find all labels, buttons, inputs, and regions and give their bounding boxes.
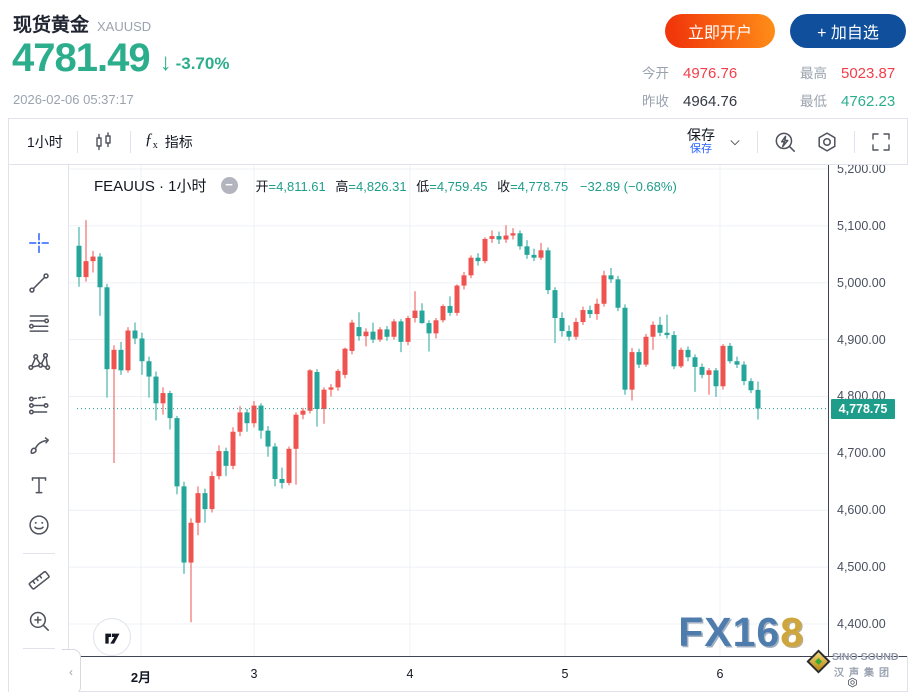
trend-line-tool[interactable] bbox=[25, 269, 53, 297]
toolbar-separator bbox=[854, 130, 855, 153]
brush-tool[interactable] bbox=[25, 431, 53, 459]
price-tick: 4,600.00 bbox=[837, 503, 886, 518]
stat-open: 今开 4976.76 bbox=[642, 65, 738, 82]
time-tick: 2月 bbox=[130, 670, 152, 685]
candlestick-icon bbox=[96, 131, 111, 150]
price-tick: 4,700.00 bbox=[837, 446, 886, 461]
tradingview-logo-icon bbox=[105, 633, 120, 644]
current-price: 4781.49 bbox=[12, 36, 151, 80]
text-icon bbox=[31, 477, 47, 494]
zoom-in-tool[interactable] bbox=[25, 607, 53, 635]
toolbar-separator bbox=[129, 130, 131, 153]
crosshair-tool[interactable] bbox=[25, 229, 53, 257]
legend-symbol: FEAUUS · 1小时 bbox=[94, 178, 207, 195]
toolbar-separator bbox=[757, 130, 758, 153]
brush-icon bbox=[30, 437, 49, 454]
chevron-down-icon bbox=[730, 139, 740, 145]
hide-series-button[interactable]: − bbox=[220, 177, 238, 194]
price-row: 4781.49 ↓ -3.70% bbox=[12, 36, 229, 81]
price-axis[interactable]: 5,200.00 5,100.00 5,000.00 4,900.00 4,800.00… bbox=[828, 165, 908, 656]
time-tick: 4 bbox=[406, 667, 414, 681]
zoom-in-icon bbox=[29, 611, 49, 631]
indicators-button[interactable]: ƒx 指标 bbox=[145, 131, 193, 151]
instrument-title: 现货黄金 XAUUSD bbox=[13, 10, 151, 37]
emoji-tool[interactable] bbox=[25, 511, 53, 539]
time-tick: 6 bbox=[716, 667, 724, 681]
trend-line-icon bbox=[29, 273, 49, 293]
indicators-label: 指标 bbox=[164, 133, 193, 150]
price-tick: 4,400.00 bbox=[837, 616, 886, 631]
add-watchlist-button[interactable]: + 加自选 bbox=[790, 14, 906, 48]
collapse-toolbar-tab[interactable]: ‹ bbox=[62, 649, 81, 692]
ruler-icon bbox=[28, 570, 50, 590]
ruler-tool[interactable] bbox=[25, 565, 53, 593]
sino-gear-icon bbox=[846, 676, 859, 692]
price-tick: 4,500.00 bbox=[837, 560, 886, 575]
fx168-watermark: FX168 bbox=[678, 609, 804, 655]
quote-timestamp: 2026-02-06 05:37:17 bbox=[13, 92, 134, 107]
time-axis[interactable]: 2月 3 4 5 6 bbox=[9, 656, 907, 691]
sino-diamond-icon bbox=[806, 649, 831, 674]
candlestick-chart-canvas[interactable] bbox=[69, 165, 828, 656]
gear-icon bbox=[818, 131, 836, 152]
fullscreen-icon bbox=[872, 132, 890, 151]
time-tick: 3 bbox=[250, 667, 258, 681]
sino-text-cn: 汉声集团 bbox=[834, 668, 894, 679]
settings-button[interactable] bbox=[814, 129, 840, 155]
time-tick: 5 bbox=[561, 667, 569, 681]
toolbar-separator bbox=[76, 130, 78, 153]
crosshair-icon bbox=[29, 233, 49, 253]
time-axis-border bbox=[69, 656, 907, 657]
xabcd-pattern-icon bbox=[28, 352, 51, 371]
price-tick: 5,200.00 bbox=[837, 165, 886, 176]
chart-plot-area[interactable]: FEAUUS · 1小时 − 开=4,811.61 高=4,826.31 低=4… bbox=[69, 165, 828, 656]
fullscreen-button[interactable] bbox=[869, 130, 893, 154]
long-position-tool[interactable] bbox=[25, 391, 53, 419]
change-percent: -3.70% bbox=[175, 53, 230, 73]
down-arrow-icon: ↓ bbox=[159, 48, 172, 76]
drawing-toolbar bbox=[9, 165, 69, 692]
toolbar-divider bbox=[23, 553, 55, 554]
fib-retracement-tool[interactable] bbox=[25, 309, 53, 337]
sino-text: SINO SOUND bbox=[832, 651, 899, 663]
stat-prev-close: 昨收 4964.76 bbox=[642, 93, 738, 110]
toolbar-divider bbox=[23, 648, 55, 649]
chart-widget: 1小时 ƒx 指标 保存 保存 bbox=[8, 118, 908, 692]
sino-sound-watermark: SINO SOUND 汉声集团 bbox=[806, 649, 906, 692]
text-tool[interactable] bbox=[25, 471, 53, 499]
long-position-icon bbox=[28, 396, 49, 415]
chart-toolbar: 1小时 ƒx 指标 保存 保存 bbox=[9, 119, 907, 165]
quick-search-button[interactable] bbox=[772, 129, 798, 155]
price-tick: 5,000.00 bbox=[837, 275, 886, 290]
candlestick-style-button[interactable] bbox=[92, 130, 116, 154]
price-tick: 5,100.00 bbox=[837, 218, 886, 233]
save-button[interactable]: 保存 保存 bbox=[687, 126, 715, 156]
stat-high: 最高 5023.87 bbox=[800, 65, 896, 82]
stat-low: 最低 4762.23 bbox=[800, 93, 896, 110]
xabcd-pattern-tool[interactable] bbox=[25, 348, 53, 376]
interval-button[interactable]: 1小时 bbox=[27, 133, 63, 150]
quick-search-icon bbox=[775, 132, 795, 152]
instrument-symbol: XAUUSD bbox=[97, 19, 152, 34]
legend-ohlc: 开=4,811.61 高=4,826.31 低=4,759.45 收=4,778… bbox=[255, 179, 677, 194]
emoji-icon bbox=[29, 515, 49, 535]
last-price-badge: 4,778.75 bbox=[831, 398, 895, 419]
price-tick: 4,900.00 bbox=[837, 332, 886, 347]
chart-legend: FEAUUS · 1小时 − 开=4,811.61 高=4,826.31 低=4… bbox=[94, 175, 677, 196]
save-menu-chevron[interactable] bbox=[727, 134, 743, 150]
fib-retracement-icon bbox=[28, 315, 50, 332]
fx-icon: ƒx bbox=[144, 131, 158, 152]
open-account-button[interactable]: 立即开户 bbox=[665, 14, 775, 48]
legend-change: −32.89 (−0.68%) bbox=[579, 179, 677, 194]
tradingview-logo[interactable] bbox=[93, 618, 131, 656]
instrument-name: 现货黄金 bbox=[13, 15, 90, 36]
